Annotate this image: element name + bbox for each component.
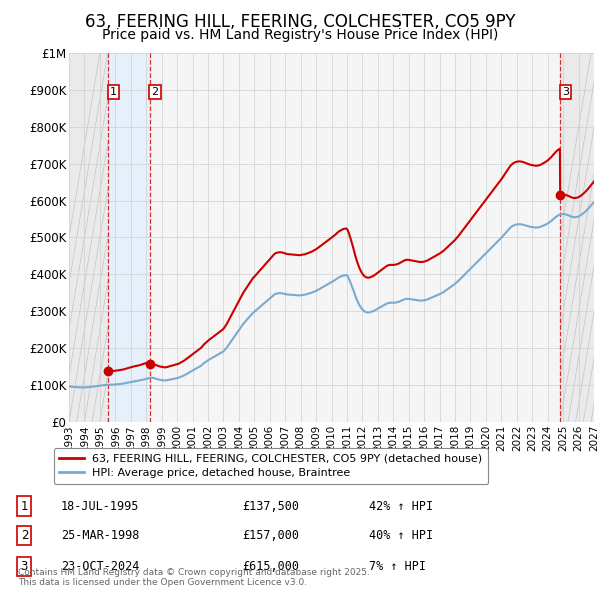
Bar <box>69 53 108 422</box>
Text: £615,000: £615,000 <box>242 560 299 573</box>
Text: Price paid vs. HM Land Registry's House Price Index (HPI): Price paid vs. HM Land Registry's House … <box>102 28 498 42</box>
Text: 2: 2 <box>20 529 28 542</box>
Text: £157,000: £157,000 <box>242 529 299 542</box>
Text: 23-OCT-2024: 23-OCT-2024 <box>61 560 139 573</box>
Text: 63, FEERING HILL, FEERING, COLCHESTER, CO5 9PY: 63, FEERING HILL, FEERING, COLCHESTER, C… <box>85 13 515 31</box>
Legend: 63, FEERING HILL, FEERING, COLCHESTER, CO5 9PY (detached house), HPI: Average pr: 63, FEERING HILL, FEERING, COLCHESTER, C… <box>53 448 488 484</box>
Text: 1: 1 <box>20 500 28 513</box>
Text: 3: 3 <box>20 560 28 573</box>
Bar <box>560 53 594 422</box>
Text: 40% ↑ HPI: 40% ↑ HPI <box>369 529 433 542</box>
Text: 42% ↑ HPI: 42% ↑ HPI <box>369 500 433 513</box>
Text: £137,500: £137,500 <box>242 500 299 513</box>
Text: 18-JUL-1995: 18-JUL-1995 <box>61 500 139 513</box>
Text: 1: 1 <box>110 87 117 97</box>
Text: 2: 2 <box>151 87 158 97</box>
Bar <box>108 53 150 422</box>
Text: 25-MAR-1998: 25-MAR-1998 <box>61 529 139 542</box>
Text: 3: 3 <box>562 87 569 97</box>
Text: 7% ↑ HPI: 7% ↑ HPI <box>369 560 426 573</box>
Text: Contains HM Land Registry data © Crown copyright and database right 2025.
This d: Contains HM Land Registry data © Crown c… <box>18 568 370 587</box>
